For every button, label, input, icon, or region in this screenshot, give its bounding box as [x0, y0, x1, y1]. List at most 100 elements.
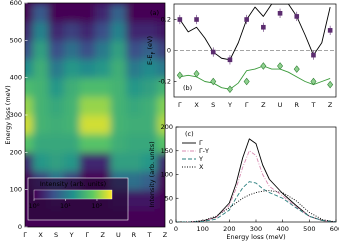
heatmap-cell	[63, 3, 80, 23]
diamond-marker	[176, 71, 183, 80]
heatmap-cell	[141, 21, 158, 41]
heatmap-cell	[157, 152, 165, 172]
heatmap-cell	[157, 59, 165, 79]
heatmap-cell	[25, 96, 34, 116]
colorbar	[33, 189, 113, 200]
x-tick-label: 500	[303, 225, 315, 233]
heatmap-cell	[141, 152, 158, 172]
series-line	[179, 65, 331, 90]
heatmap-cell	[126, 189, 143, 209]
heatmap-cell	[110, 96, 127, 116]
heatmap-cell	[25, 21, 34, 41]
y-tick-label: 200	[161, 123, 173, 131]
heatmap-cell	[126, 152, 143, 172]
heatmap-cell	[63, 115, 80, 135]
heatmap-cell	[126, 77, 143, 97]
heatmap-cell	[141, 59, 158, 79]
x-tick-label: X	[38, 231, 43, 239]
y-axis-label-part: E-E	[146, 54, 154, 65]
heatmap-cell	[79, 21, 96, 41]
heatmap-cell	[48, 3, 65, 23]
y-tick-label: 0	[18, 223, 22, 231]
heatmap-cell	[79, 152, 96, 172]
x-tick-label: R	[132, 231, 137, 239]
heatmap-cell	[63, 96, 80, 116]
heatmap-cell	[32, 59, 49, 79]
x-tick-label: Y	[69, 231, 74, 239]
x-tick-label: 200	[223, 225, 235, 233]
y-axis-label: Intensity (arb. units)	[148, 141, 156, 207]
heatmap-cell	[79, 77, 96, 97]
x-tick-label: T	[310, 101, 315, 109]
plot-area	[176, 138, 336, 222]
heatmap-cell	[63, 21, 80, 41]
diamond-marker	[210, 77, 217, 86]
x-tick-label: U	[116, 231, 121, 239]
heatmap-cell	[110, 152, 127, 172]
y-axis-label-part: F	[151, 51, 157, 54]
x-tick-label: T	[146, 231, 151, 239]
heatmap-cell	[110, 40, 127, 60]
y-tick-label: 0.2	[161, 16, 171, 24]
heatmap-cell	[25, 59, 34, 79]
heatmap-cell	[32, 21, 49, 41]
diamond-marker	[243, 77, 250, 86]
heatmap-cell	[141, 171, 158, 191]
y-tick-label: 100	[10, 186, 22, 194]
x-tick-label: Z	[328, 101, 333, 109]
y-tick-label: 150	[161, 147, 173, 155]
heatmap-cell	[126, 96, 143, 116]
panel-label: (c)	[185, 130, 194, 138]
heatmap-cell	[110, 3, 127, 23]
heatmap-cell	[79, 96, 96, 116]
heatmap-cell	[79, 115, 96, 135]
x-tick-label: U	[278, 101, 283, 109]
heatmap-cell	[110, 115, 127, 135]
heatmap-cell	[63, 152, 80, 172]
colorbar-tick-label: 10⁰	[29, 202, 40, 210]
plot-area	[174, 4, 336, 94]
heatmap-cell	[32, 40, 49, 60]
heatmap-cell	[95, 133, 112, 153]
x-tick-label: R	[294, 101, 299, 109]
diamond-marker	[293, 65, 300, 73]
heatmap-cell	[25, 3, 34, 23]
heatmap-cell	[48, 59, 65, 79]
heatmap-cell	[126, 3, 143, 23]
diamond-marker	[327, 80, 334, 89]
y-tick-label: 0	[169, 218, 173, 226]
heatmap-cell	[48, 40, 65, 60]
x-tick-label: 100	[196, 225, 208, 233]
heatmap-cell	[48, 96, 65, 116]
colorbar-tick-label: 10²	[92, 202, 103, 210]
heatmap-cell	[126, 21, 143, 41]
x-tick-label: Γ	[178, 101, 182, 109]
legend-label: Γ-Y	[199, 147, 209, 155]
x-axis-label: Energy loss (meV)	[226, 233, 285, 241]
heatmap-cell	[48, 152, 65, 172]
heatmap-cell	[157, 96, 165, 116]
heatmap-cell	[126, 115, 143, 135]
square-marker	[327, 28, 333, 33]
y-tick-label: 50	[165, 194, 173, 202]
x-tick-label: Γ	[23, 231, 27, 239]
series-line	[179, 4, 331, 61]
legend-label: Γ	[199, 139, 203, 147]
y-tick-label: 400	[10, 74, 22, 82]
heatmap-cell	[25, 133, 34, 153]
heatmap-cell	[32, 152, 49, 172]
square-marker	[210, 49, 216, 55]
diamond-marker	[277, 62, 284, 70]
heatmap-cell	[95, 115, 112, 135]
y-tick-label: -0.2	[158, 78, 171, 86]
diamond-marker	[310, 77, 317, 86]
x-tick-label: S	[211, 101, 215, 109]
x-tick-label: 400	[276, 225, 288, 233]
heatmap-cell	[126, 171, 143, 191]
heatmap-cell	[95, 40, 112, 60]
x-tick-label: 600	[330, 225, 339, 233]
heatmap-cell	[126, 40, 143, 60]
heatmap-cell	[126, 208, 143, 227]
heatmap-cell	[25, 40, 34, 60]
